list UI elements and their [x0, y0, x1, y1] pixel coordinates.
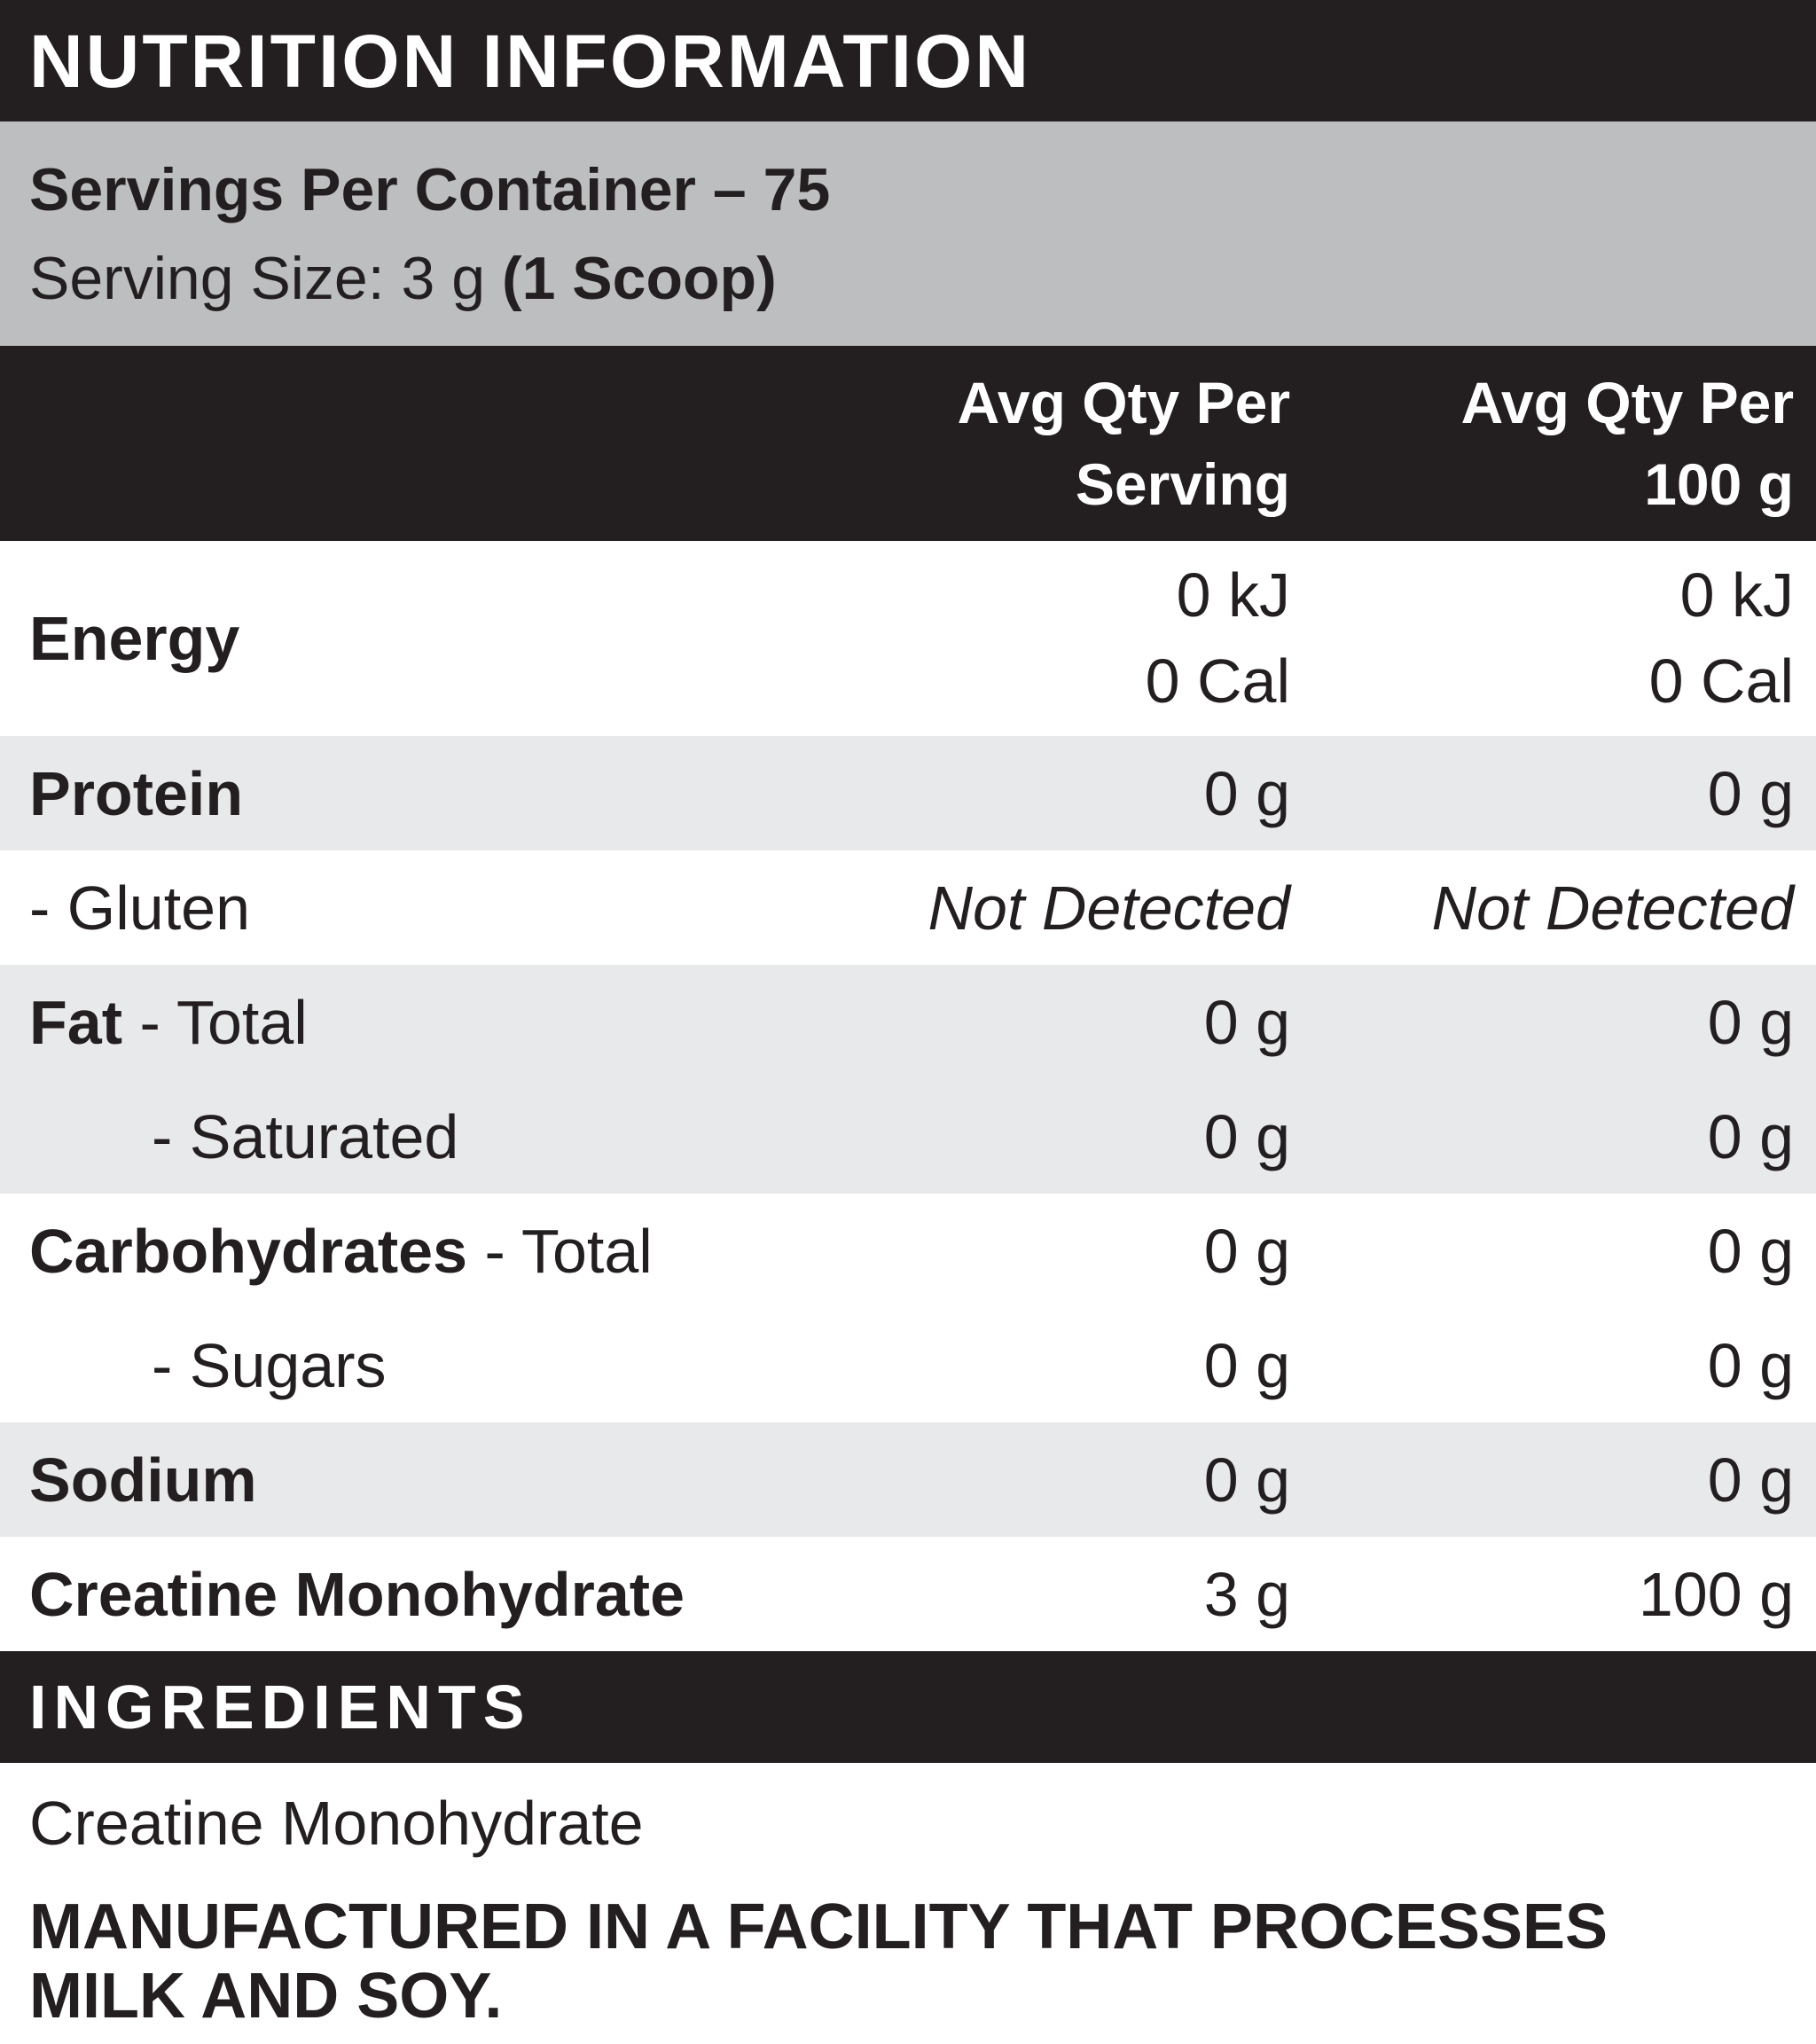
table-row-energy: Energy 0 kJ 0 Cal 0 kJ 0 Cal — [0, 541, 1816, 736]
allergen-statement-line1: MANUFACTURED IN A FACILITY THAT PROCESSE… — [29, 1891, 1609, 1962]
per-serving-header-line1: Avg Qty Per — [957, 370, 1290, 435]
per-100g-value: 100 g — [1638, 1559, 1794, 1629]
row-label: Fat - Total — [29, 987, 308, 1057]
per-serving-value: 0 g — [1203, 987, 1290, 1057]
ingredients-list: Creatine Monohydrate — [29, 1789, 644, 1858]
energy-100g-kj: 0 kJ — [1679, 560, 1794, 630]
energy-serving-kj: 0 kJ — [1176, 560, 1290, 630]
table-row-fat-saturated: - Saturated 0 g 0 g — [0, 1079, 1816, 1194]
allergen-statement-line2: MILK AND SOY. — [29, 1961, 503, 2032]
per-serving-value: 3 g — [1203, 1559, 1290, 1629]
servings-per-container: Servings Per Container – 75 — [29, 155, 831, 223]
energy-per-serving-values: 0 kJ 0 Cal — [882, 552, 1290, 724]
serving-size: Serving Size: 3 g (1 Scoop) — [29, 234, 1816, 323]
per-100g-header-line2: 100 g — [1644, 451, 1794, 517]
table-column-header-bar: Avg Qty Per Serving Avg Qty Per 100 g — [0, 346, 1816, 541]
table-row-carbohydrates-sugars: - Sugars 0 g 0 g — [0, 1308, 1816, 1422]
serving-info-bar: Servings Per Container – 75 Serving Size… — [0, 121, 1816, 346]
table-row-gluten: - Gluten Not Detected Not Detected — [0, 850, 1816, 965]
per-100g-header-line1: Avg Qty Per — [1460, 370, 1794, 435]
per-serving-value: 0 g — [1203, 1216, 1290, 1286]
ingredients-header-bar: INGREDIENTS — [0, 1651, 1816, 1763]
energy-100g-cal: 0 Cal — [1648, 646, 1794, 716]
row-label: Sodium — [29, 1445, 257, 1515]
per-100g-value: 0 g — [1707, 987, 1794, 1057]
table-row-sodium: Sodium 0 g 0 g — [0, 1422, 1816, 1537]
column-header-per-serving: Avg Qty Per Serving — [882, 362, 1290, 525]
per-100g-value: 0 g — [1707, 758, 1794, 828]
per-serving-value: 0 g — [1203, 1330, 1290, 1400]
page-title: NUTRITION INFORMATION — [29, 19, 1031, 103]
per-100g-value: 0 g — [1707, 1101, 1794, 1171]
table-row-protein: Protein 0 g 0 g — [0, 736, 1816, 850]
table-row-creatine-monohydrate: Creatine Monohydrate 3 g 100 g — [0, 1537, 1816, 1651]
per-serving-value: Not Detected — [928, 873, 1290, 943]
energy-serving-cal: 0 Cal — [1145, 646, 1290, 716]
ingredients-heading: INGREDIENTS — [29, 1672, 532, 1742]
row-label: - Gluten — [29, 873, 250, 943]
per-serving-value: 0 g — [1203, 1101, 1290, 1171]
allergen-statement: MANUFACTURED IN A FACILITY THAT PROCESSE… — [29, 1892, 1732, 2031]
serving-size-text: Serving Size: 3 g — [29, 244, 502, 312]
column-header-per-100g: Avg Qty Per 100 g — [1290, 362, 1794, 525]
row-label: Creatine Monohydrate — [29, 1559, 685, 1629]
per-serving-value: 0 g — [1203, 1445, 1290, 1515]
row-label: Carbohydrates - Total — [29, 1216, 653, 1286]
nutrition-information-header-bar: NUTRITION INFORMATION — [0, 0, 1816, 121]
row-label: Protein — [29, 758, 244, 828]
per-serving-header-line2: Serving — [1075, 451, 1290, 517]
per-100g-value: Not Detected — [1431, 873, 1794, 943]
table-row-carbohydrates-total: Carbohydrates - Total 0 g 0 g — [0, 1194, 1816, 1308]
per-serving-value: 0 g — [1203, 758, 1290, 828]
per-100g-value: 0 g — [1707, 1216, 1794, 1286]
per-100g-value: 0 g — [1707, 1330, 1794, 1400]
row-label: - Sugars — [152, 1330, 387, 1400]
table-row-fat-total: Fat - Total 0 g 0 g — [0, 965, 1816, 1079]
row-label: - Saturated — [152, 1101, 459, 1171]
per-100g-value: 0 g — [1707, 1445, 1794, 1515]
energy-per-100g-values: 0 kJ 0 Cal — [1290, 552, 1794, 724]
row-label: Energy — [29, 604, 240, 673]
serving-size-scoop: (1 Scoop) — [501, 244, 777, 312]
